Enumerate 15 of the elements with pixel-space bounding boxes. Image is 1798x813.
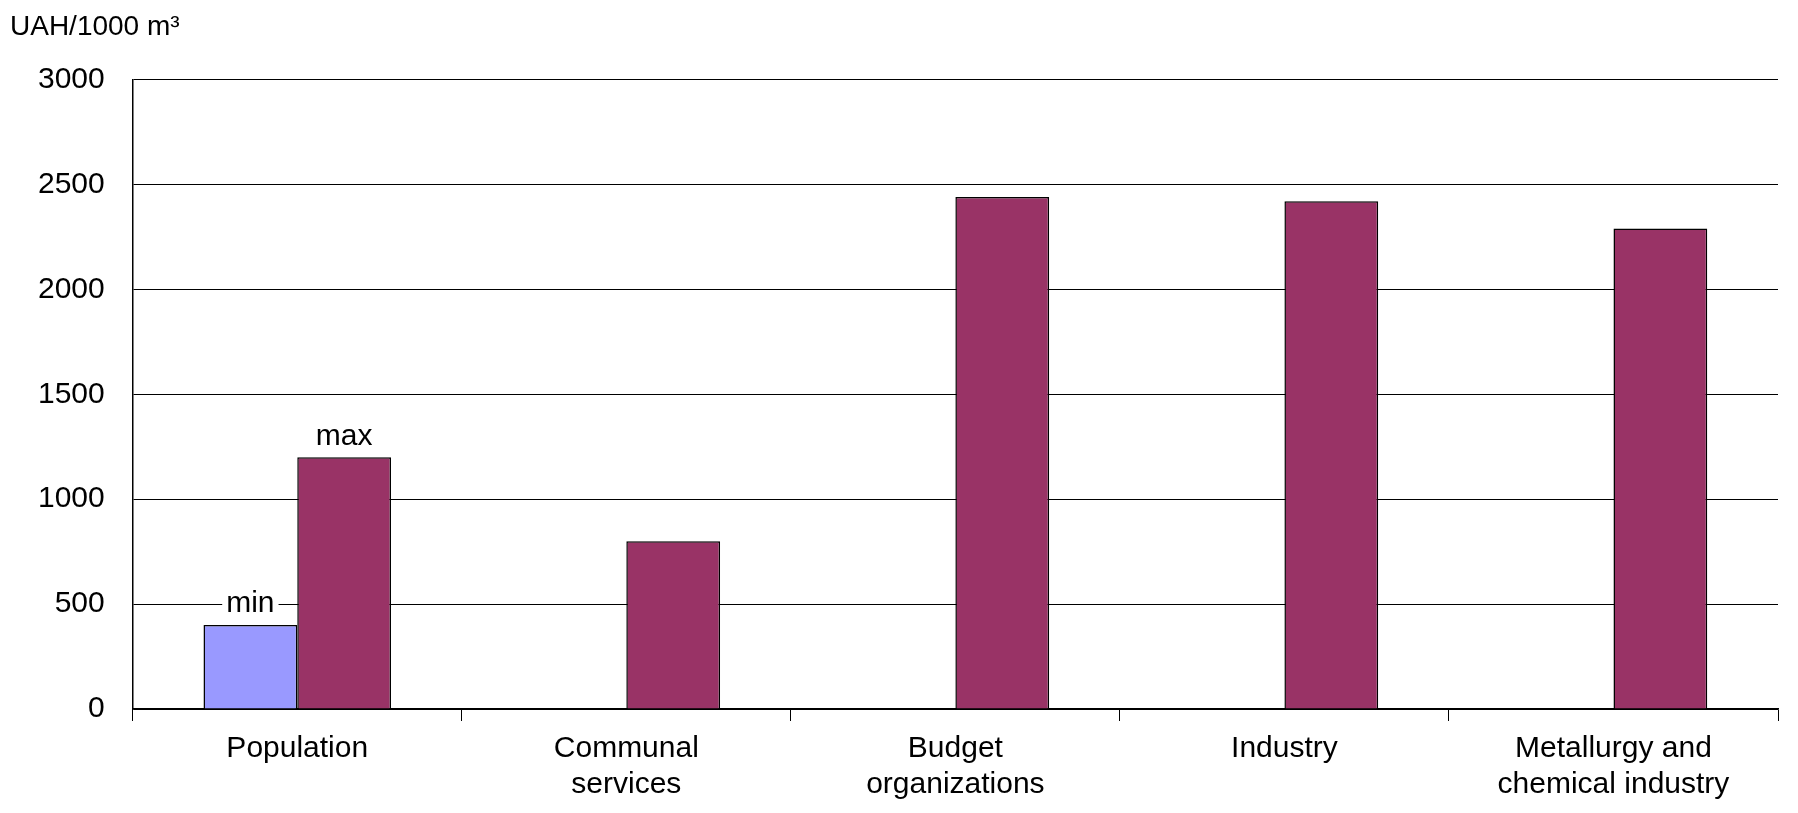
y-tick-label: 500 xyxy=(54,585,105,619)
y-tick-label: 1000 xyxy=(37,480,105,514)
x-tick-label: Population xyxy=(226,730,369,764)
x-tick-label: Metallurgy and chemical industry xyxy=(1497,730,1730,800)
y-axis-title: UAH/1000 m³ xyxy=(10,9,180,41)
y-tick-label: 2500 xyxy=(37,165,105,199)
series-label: min xyxy=(226,585,275,619)
y-tick-label: 1500 xyxy=(37,375,105,409)
y-tick-label: 3000 xyxy=(37,60,105,94)
series-label: max xyxy=(315,417,373,451)
x-tick-label: Industry xyxy=(1231,730,1338,764)
x-tick-label: Communal services xyxy=(553,730,699,800)
y-tick-label: 0 xyxy=(88,690,105,724)
y-tick-label: 2000 xyxy=(37,270,105,304)
x-tick-label: Budget organizations xyxy=(866,730,1045,800)
